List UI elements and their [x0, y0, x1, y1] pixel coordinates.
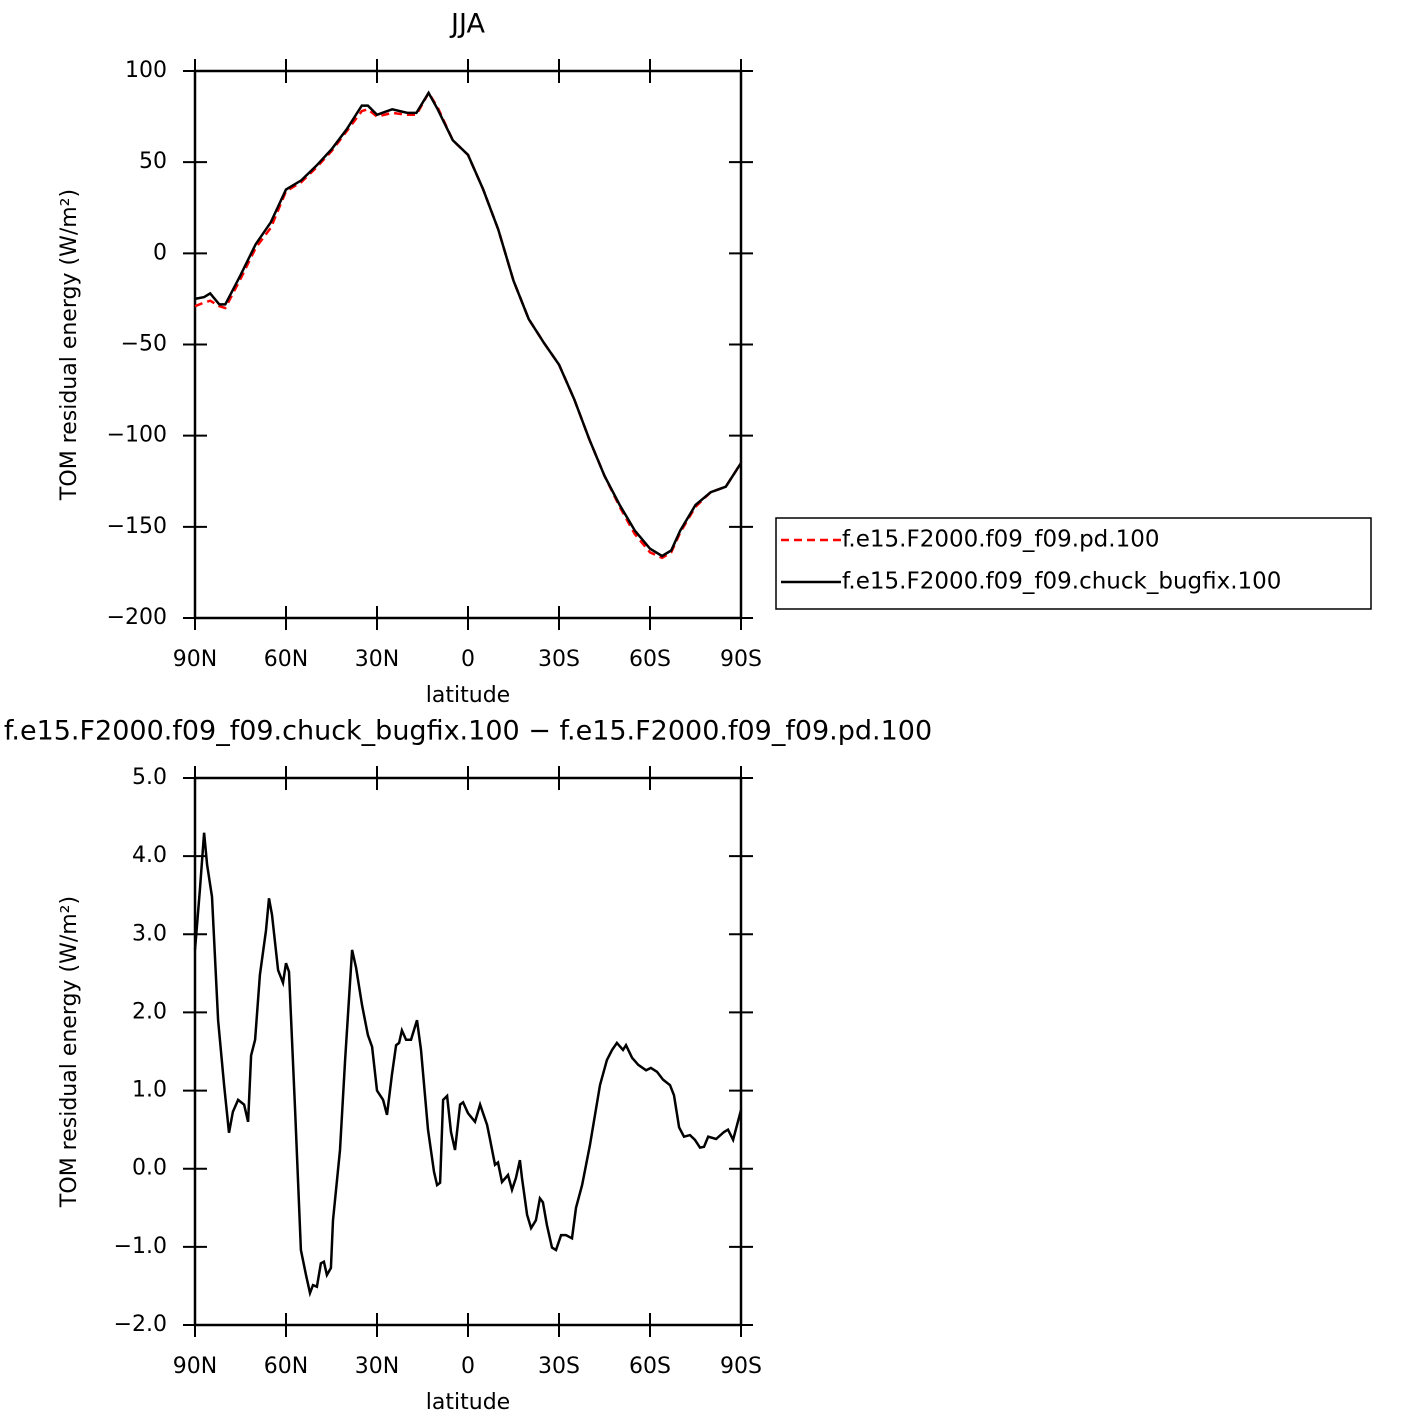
legend-box: [775, 517, 1372, 610]
y-tick-label: 5.0: [132, 765, 167, 790]
y-tick-label: 2.0: [132, 999, 167, 1024]
x-tick-label: 30N: [355, 647, 399, 672]
x-tick-label: 0: [461, 1354, 475, 1379]
y-tick-label: −2.0: [114, 1312, 167, 1337]
y-tick-label: 0: [153, 240, 167, 265]
x-tick-label: 30S: [538, 1354, 580, 1379]
y-tick-label: 1.0: [132, 1078, 167, 1103]
y-tick-label: 50: [139, 149, 167, 174]
x-tick-label: 90N: [173, 1354, 217, 1379]
y-tick-label: 100: [125, 58, 167, 83]
legend-label: f.e15.F2000.f09_f09.chuck_bugfix.100: [842, 569, 1281, 595]
y-tick-label: 4.0: [132, 843, 167, 868]
y-tick-label: −150: [107, 514, 167, 539]
chart-title: JJA: [449, 9, 485, 40]
x-tick-label: 30S: [538, 647, 580, 672]
series-line: [194, 90, 743, 558]
x-tick-label: 60N: [264, 647, 308, 672]
y-tick-label: 0.0: [132, 1156, 167, 1181]
x-tick-label: 60N: [264, 1354, 308, 1379]
legend-label: f.e15.F2000.f09_f09.pd.100: [842, 527, 1160, 553]
plot-frame: [193, 69, 743, 620]
x-tick-label: 60S: [629, 1354, 671, 1379]
chart-title: f.e15.F2000.f09_f09.chuck_bugfix.100 − f…: [4, 716, 932, 747]
y-tick-label: 3.0: [132, 921, 167, 946]
x-axis-label: latitude: [426, 683, 510, 708]
x-tick-label: 90S: [720, 647, 762, 672]
y-tick-label: −50: [121, 332, 167, 357]
y-axis-label: TOM residual energy (W/m²): [57, 896, 82, 1208]
series-line: [194, 90, 743, 560]
series-line: [193, 832, 743, 1298]
y-tick-label: −100: [107, 423, 167, 448]
y-axis-label: TOM residual energy (W/m²): [57, 189, 82, 501]
x-tick-label: 60S: [629, 647, 671, 672]
y-tick-label: −200: [107, 605, 167, 630]
x-tick-label: 90S: [720, 1354, 762, 1379]
x-tick-label: 90N: [173, 647, 217, 672]
y-tick-label: −1.0: [114, 1234, 167, 1259]
plot-frame: [193, 776, 743, 1327]
x-tick-label: 0: [461, 647, 475, 672]
x-tick-label: 30N: [355, 1354, 399, 1379]
x-axis-label: latitude: [426, 1390, 510, 1415]
